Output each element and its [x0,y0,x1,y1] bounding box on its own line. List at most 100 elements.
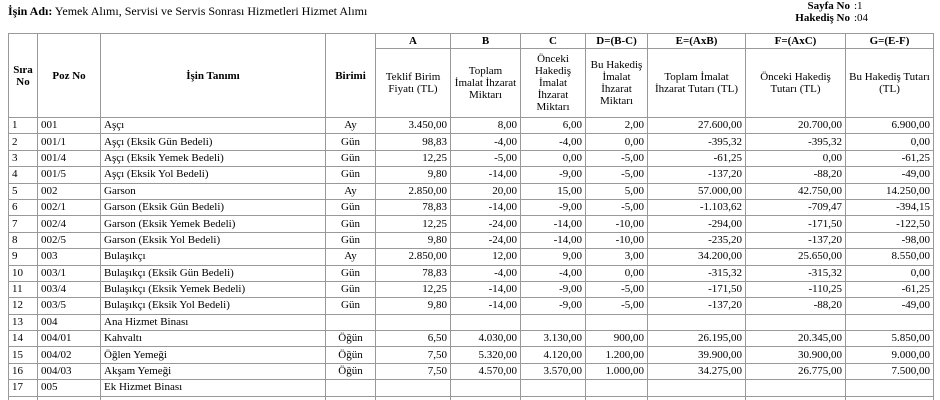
table-cell: 34.275,00 [647,362,746,381]
table-cell: 4.030,00 [450,330,521,348]
table-cell [845,395,934,400]
column-header: Önceki Hakediş İmalat İhzarat Miktarı [520,48,586,118]
page-value: :1 [854,0,863,12]
page-label: Sayfa No [807,0,850,12]
table-cell: -14,00 [450,297,521,315]
table-cell: 27.600,00 [647,116,746,135]
table-cell: 3.130,00 [520,330,586,348]
table-cell: -5,00 [585,166,648,184]
table-cell: -9,00 [520,297,586,315]
table-cell: 8.550,00 [845,248,934,266]
column-letter: F=(AxC) [745,33,846,49]
table-cell [845,313,934,332]
table-cell: -137,20 [647,297,746,315]
table-cell: 25.650,00 [745,248,846,266]
table-cell: Bulaşıkçı (Eksik Yemek Bedeli) [100,280,326,299]
table-row: 10 003/1 Bulaşıkçı (Eksik Gün Bedeli) Gün 78… [8,264,934,282]
table-cell: 26.775,00 [745,362,846,381]
table-row: 3 001/4 Aşçı (Eksik Yemek Bedeli) Gün 12,25-… [8,149,934,168]
column-header: Toplam İmalat İhzarat Miktarı [450,48,521,118]
job-name: Yemek Alımı, Servisi ve Servis Sonrası H… [54,4,368,18]
table-row: 4 001/5 Aşçı (Eksik Yol Bedeli) Gün 9,80 -14,… [8,166,934,184]
table-cell: 001/1 [37,133,101,151]
table-row: 9 003 Bulaşıkçı Ay 2.850,00 12,00 9,00 3,00 34.2… [8,248,934,266]
table-cell: 12 [8,297,38,315]
table-cell: Aşçı (Eksik Yol Bedeli) [100,166,326,184]
table-cell: 12,25 [375,149,451,168]
table-head: Sıra No Poz No İşin Tanımı Birimi A B C D=(B-C)… [8,33,934,118]
table-cell: Bulaşıkçı (Eksik Gün Bedeli) [100,264,326,282]
column-letter: A [375,33,451,49]
table-cell [37,395,101,400]
table-cell: -24,00 [450,215,521,233]
column-header: Toplam İmalat İhzarat Tutarı (TL) [647,48,746,118]
table-cell: 003 [37,248,101,266]
table-cell: -137,20 [745,231,846,250]
table-cell: -394,15 [845,198,934,217]
table-cell: 6.900,00 [845,116,934,135]
table-cell: Akşam Yemeği [100,362,326,381]
table-cell: 003/4 [37,280,101,299]
table-cell: 0,00 [845,133,934,151]
table-cell: Ay [325,116,376,135]
table-cell: 900,00 [585,330,648,348]
table-cell: Kahvaltı [100,330,326,348]
table-cell: 6,00 [520,116,586,135]
table-cell: -88,20 [745,297,846,315]
table-cell: Gün [325,280,376,299]
table-cell: Garson [100,182,326,200]
table-cell: -49,00 [845,166,934,184]
table-cell: -10,00 [585,215,648,233]
table-cell: -395,32 [647,133,746,151]
table-cell [745,313,846,332]
table-cell [375,395,451,400]
table-cell: 001 [37,116,101,135]
table-cell: 9,80 [375,297,451,315]
table-cell: -5,00 [450,149,521,168]
header-row: Sıra No Poz No İşin Tanımı Birimi A B C D=(B-C)… [8,33,934,118]
table-cell: 2.850,00 [375,182,451,200]
table-cell: -24,00 [450,231,521,250]
table: Sıra No Poz No İşin Tanımı Birimi A B C D=(B-C)… [8,33,934,400]
header-row: Teklif Birim Fiyatı (TL) Toplam İmalat İh… [9,48,934,118]
table-cell: 4 [8,166,38,184]
table-cell: 2 [8,133,38,151]
table-cell: 1.000,00 [585,362,648,381]
table-cell: -14,00 [520,215,586,233]
table-cell: 42.750,00 [745,182,846,200]
table-cell [8,395,38,400]
table-cell [450,379,521,397]
table-cell: -14,00 [450,198,521,217]
table-cell: 11 [8,280,38,299]
table-cell: 3.450,00 [375,116,451,135]
table-cell: Gün [325,297,376,315]
table-cell: -5,00 [585,297,648,315]
column-letter: B [450,33,521,49]
table-row: 14 004/01 Kahvaltı Öğün 6,50 4.030,00 3.130,00… [8,330,934,348]
table-cell: 7 [8,215,38,233]
table-body: 1 001 Aşçı Ay 3.450,00 8,00 6,00 2,00 27.600,00 2… [8,116,934,400]
table-cell: -137,20 [647,166,746,184]
column-header: İşin Tanımı [100,33,326,118]
table-cell: Garson (Eksik Yol Bedeli) [100,231,326,250]
column-header: Önceki Hakediş Tutarı (TL) [745,48,846,118]
table-cell: 004/01 [37,330,101,348]
table-cell: 20.345,00 [745,330,846,348]
table-cell: 26.195,00 [647,330,746,348]
table-row: 8 002/5 Garson (Eksik Yol Bedeli) Gün 9,80 -2… [8,231,934,250]
table-cell: 7.500,00 [845,362,934,381]
table-cell: 2,00 [585,116,648,135]
table-cell [520,379,586,397]
table-cell: 78,83 [375,198,451,217]
table-cell: Gün [325,215,376,233]
table-cell: 4.120,00 [520,346,586,364]
table-cell: 1 [8,116,38,135]
table-cell: 004/02 [37,346,101,364]
table-cell: 6 [8,198,38,217]
table-row: 7 002/4 Garson (Eksik Yemek Bedeli) Gün 12,2… [8,215,934,233]
table-cell: -171,50 [647,280,746,299]
table-cell: 0,00 [585,264,648,282]
table-cell: -14,00 [450,166,521,184]
table-cell: Aşçı (Eksik Yemek Bedeli) [100,149,326,168]
